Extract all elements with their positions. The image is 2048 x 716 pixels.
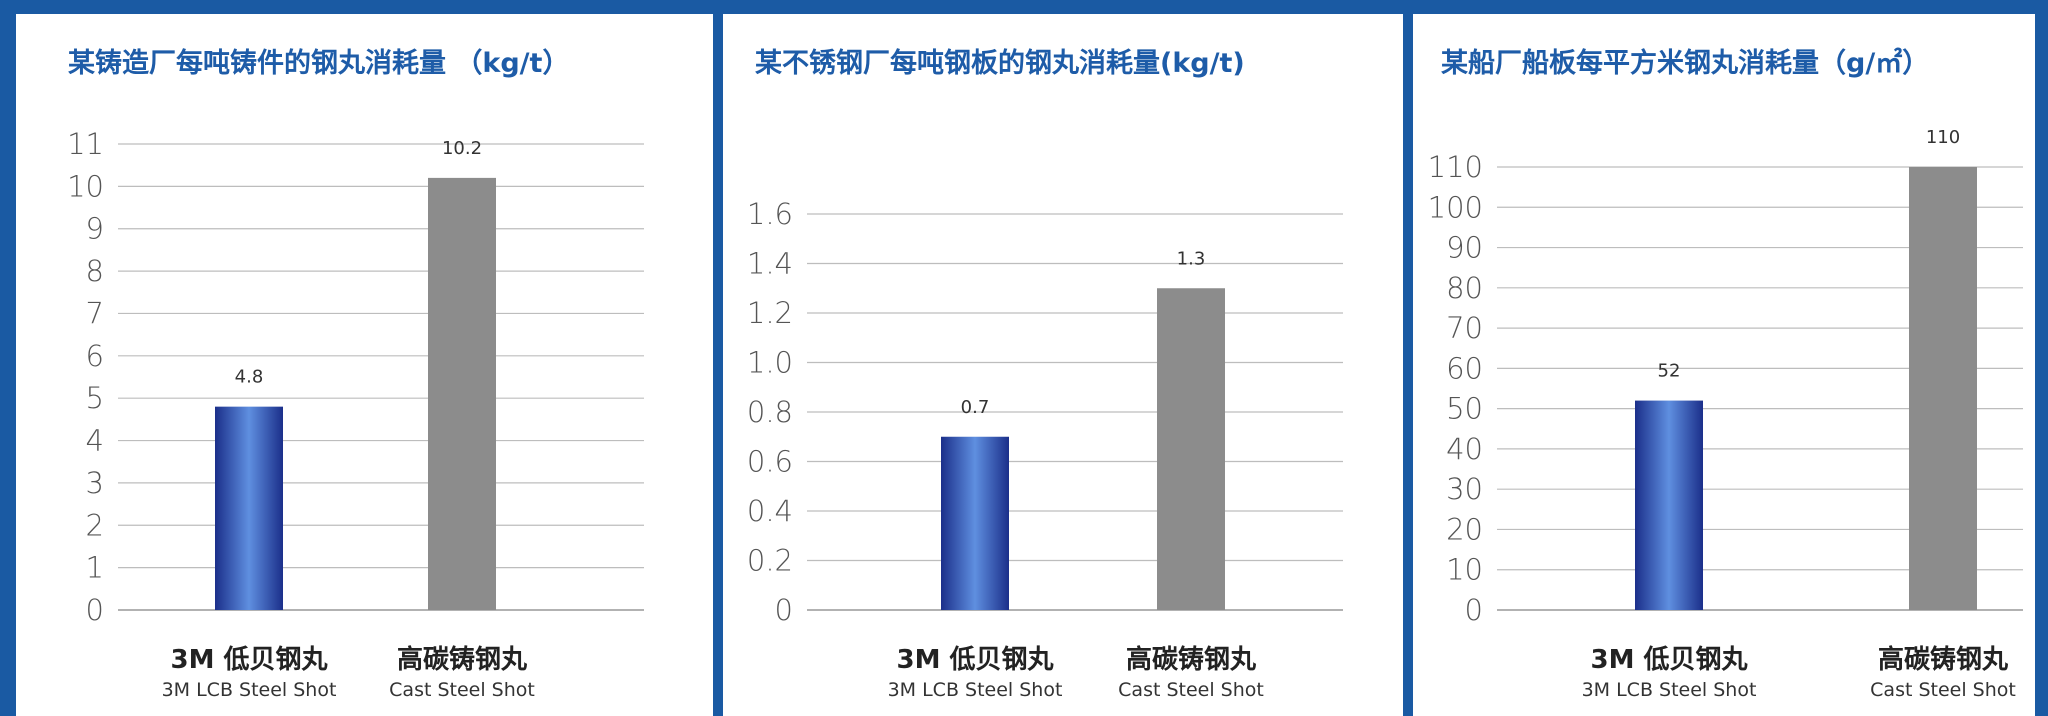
y-tick-label: 6 (86, 339, 104, 373)
data-label: 4.8 (235, 367, 264, 388)
data-label: 52 (1658, 361, 1681, 382)
y-tick-label: 70 (1446, 311, 1483, 345)
bar-3m-lcb-steel-shot (1635, 400, 1703, 610)
y-tick-label: 80 (1446, 271, 1483, 305)
y-tick-label: 9 (86, 212, 104, 246)
data-label: 110 (1926, 127, 1960, 148)
bar-cast-steel-shot (1157, 288, 1225, 610)
category-sublabel: 3M LCB Steel Shot (1582, 679, 1757, 701)
y-tick-label: 60 (1446, 351, 1483, 385)
y-tick-label: 100 (1428, 190, 1483, 224)
category-label: 3M 低贝钢丸 (170, 645, 328, 675)
y-tick-label: 0.4 (747, 494, 793, 528)
y-tick-label: 0 (1465, 593, 1483, 627)
chart-1-svg: 某铸造厂每吨铸件的钢丸消耗量 （kg/t） 0 1 2 3 4 5 6 7 8 9 10 11 4.8 3M… (67, 47, 644, 701)
y-tick-label: 5 (86, 381, 104, 415)
category-sublabel: 3M LCB Steel Shot (162, 679, 337, 701)
category-label: 高碳铸钢丸 (397, 644, 528, 675)
y-tick-label: 11 (67, 127, 104, 161)
y-tick-label: 10 (1446, 553, 1483, 587)
y-tick-label: 1.6 (747, 197, 793, 231)
y-tick-label: 1 (86, 551, 104, 585)
chart-3-svg: 某船厂船板每平方米钢丸消耗量（g/㎡） 0 10 20 30 40 50 60 70 80 90 10… (1428, 47, 2023, 701)
y-tick-label: 1.0 (747, 346, 793, 380)
chart-panel-3: 某船厂船板每平方米钢丸消耗量（g/㎡） 0 10 20 30 40 50 60 70 80 90 10… (1413, 14, 2035, 716)
category-label: 3M 低贝钢丸 (1590, 645, 1748, 675)
y-tick-label: 0 (775, 593, 793, 627)
y-tick-label: 8 (86, 254, 104, 288)
category-sublabel: 3M LCB Steel Shot (888, 679, 1063, 701)
chart-panel-1: 某铸造厂每吨铸件的钢丸消耗量 （kg/t） 0 1 2 3 4 5 6 7 8 9 10 11 4.8 3M… (16, 14, 713, 716)
data-label: 1.3 (1177, 248, 1206, 269)
bar-cast-steel-shot (428, 177, 496, 610)
y-tick-label: 2 (86, 508, 104, 542)
y-tick-label: 0.8 (747, 395, 793, 429)
bar-3m-lcb-steel-shot (941, 436, 1009, 610)
y-tick-label: 1.4 (747, 247, 793, 281)
y-tick-label: 20 (1446, 512, 1483, 546)
category-label: 高碳铸钢丸 (1126, 644, 1257, 675)
bar-cast-steel-shot (1909, 167, 1977, 610)
chart-panel-2: 某不锈钢厂每吨钢板的钢丸消耗量(kg/t) 0 0.2 0.4 0.6 0.8 1.0 1.2… (723, 14, 1403, 716)
y-tick-label: 0 (86, 593, 104, 627)
category-sublabel: Cast Steel Shot (389, 679, 535, 701)
y-tick-label: 110 (1428, 150, 1483, 184)
bar-3m-lcb-steel-shot (215, 406, 283, 610)
y-tick-label: 50 (1446, 392, 1483, 426)
data-label: 0.7 (961, 397, 990, 418)
y-tick-label: 4 (86, 424, 104, 458)
y-tick-label: 3 (86, 466, 104, 500)
y-tick-label: 40 (1446, 432, 1483, 466)
y-tick-label: 90 (1446, 231, 1483, 265)
chart-2-svg: 某不锈钢厂每吨钢板的钢丸消耗量(kg/t) 0 0.2 0.4 0.6 0.8 1.0 1.2… (747, 47, 1343, 701)
chart-title: 某铸造厂每吨铸件的钢丸消耗量 （kg/t） (68, 47, 569, 79)
y-tick-label: 7 (86, 296, 104, 330)
category-label: 高碳铸钢丸 (1878, 644, 2009, 675)
chart-title: 某船厂船板每平方米钢丸消耗量（g/㎡） (1441, 47, 1929, 79)
data-label: 10.2 (442, 138, 482, 159)
category-label: 3M 低贝钢丸 (896, 645, 1054, 675)
category-sublabel: Cast Steel Shot (1870, 679, 2016, 701)
y-tick-label: 10 (67, 169, 104, 203)
y-tick-label: 30 (1446, 472, 1483, 506)
y-tick-label: 0.2 (747, 544, 793, 578)
y-tick-label: 0.6 (747, 445, 793, 479)
y-tick-label: 1.2 (747, 296, 793, 330)
category-sublabel: Cast Steel Shot (1118, 679, 1264, 701)
chart-title: 某不锈钢厂每吨钢板的钢丸消耗量(kg/t) (755, 47, 1245, 79)
